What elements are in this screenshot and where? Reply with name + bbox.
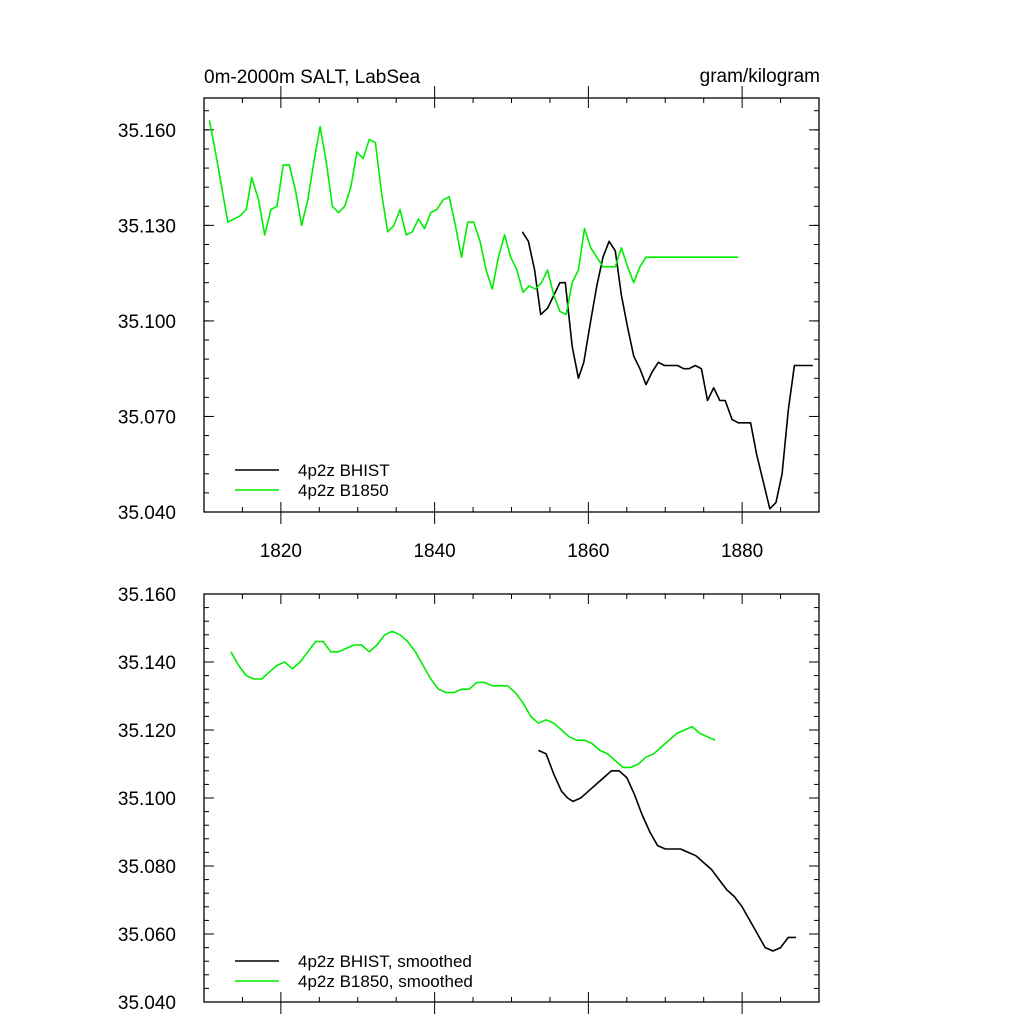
legend: 4p2z BHIST, smoothed 4p2z B1850, smoothe… xyxy=(235,952,473,991)
y-tick-label: 35.160 xyxy=(118,585,176,606)
y-tick-label: 35.040 xyxy=(118,503,176,524)
chart-title: 0m-2000m SALT, LabSea xyxy=(204,67,421,88)
x-tick-label: 1820 xyxy=(260,541,302,562)
axis-ticks: 35.040 35.060 35.080 35.100 35.120 35.140 35.1… xyxy=(118,585,820,1014)
x-tick-label: 1860 xyxy=(567,541,609,562)
y-tick-label: 35.100 xyxy=(118,789,176,810)
x-tick-label: 1840 xyxy=(413,541,455,562)
bottom-panel: 35.040 35.060 35.080 35.100 35.120 35.140 35.1… xyxy=(118,585,820,1014)
plot-frame xyxy=(203,97,820,513)
y-tick-label: 35.120 xyxy=(118,721,176,742)
plot-frame xyxy=(203,593,820,1003)
y-tick-label: 35.080 xyxy=(118,857,176,878)
series-group xyxy=(208,120,813,510)
legend-label-bhist-smoothed: 4p2z BHIST, smoothed xyxy=(298,952,472,971)
legend: 4p2z BHIST 4p2z B1850 xyxy=(235,461,390,500)
y-tick-label: 35.160 xyxy=(118,121,176,142)
series-line-b1850 xyxy=(230,630,716,769)
x-tick-label: 1880 xyxy=(721,541,763,562)
series-group xyxy=(230,630,796,952)
chart-units: gram/kilogram xyxy=(700,66,820,87)
series-line-b1850 xyxy=(208,120,739,316)
series-line-bhist xyxy=(538,749,796,952)
y-tick-label: 35.040 xyxy=(118,993,176,1014)
legend-label-b1850: 4p2z B1850 xyxy=(298,481,389,500)
y-tick-label: 35.070 xyxy=(118,407,176,428)
legend-label-bhist: 4p2z BHIST xyxy=(298,461,390,480)
y-tick-label: 35.060 xyxy=(118,925,176,946)
y-tick-label: 35.130 xyxy=(118,216,176,237)
y-tick-label: 35.140 xyxy=(118,653,176,674)
series-line-bhist xyxy=(521,231,813,510)
axis-ticks: 1820 1840 1860 1880 35.040 35.070 35.100 35.130… xyxy=(118,86,820,562)
y-tick-label: 35.100 xyxy=(118,312,176,333)
legend-label-b1850-smoothed: 4p2z B1850, smoothed xyxy=(298,972,473,991)
top-panel: 0m-2000m SALT, LabSea gram/kilogram 1820… xyxy=(118,66,820,562)
